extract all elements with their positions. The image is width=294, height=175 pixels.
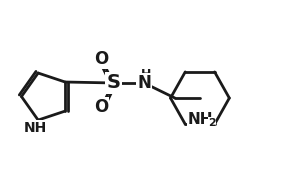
Text: N: N [137,74,151,92]
Text: H: H [141,68,152,81]
Text: S: S [106,74,120,92]
Text: O: O [94,98,108,116]
Text: NH: NH [24,121,47,135]
Text: 2: 2 [208,117,216,128]
Text: NH: NH [187,112,213,127]
Text: O: O [94,50,108,68]
